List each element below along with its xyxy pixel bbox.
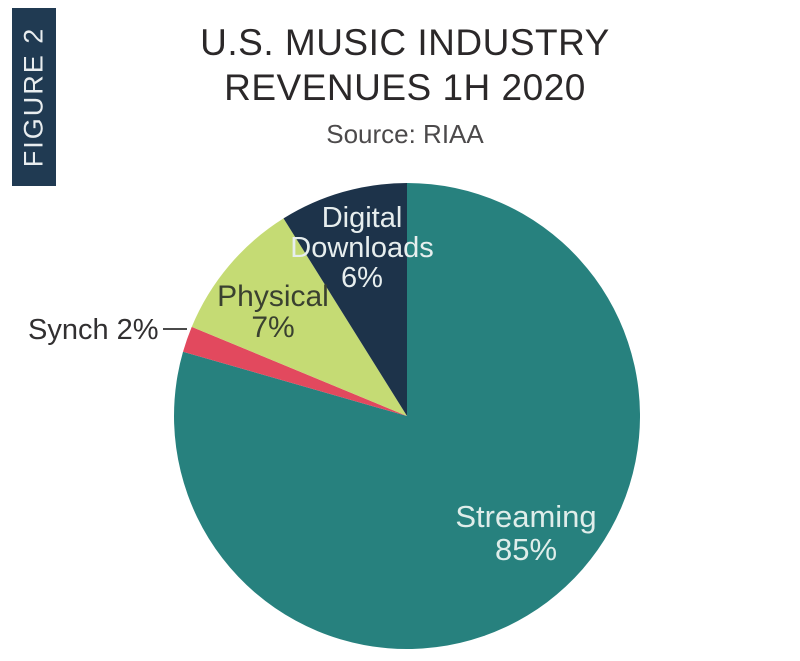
physical-label-text: Physical bbox=[217, 280, 329, 313]
chart-title-line-2: REVENUES 1H 2020 bbox=[224, 67, 586, 108]
streaming-pct: 85% bbox=[494, 532, 558, 567]
chart-title-line-1: U.S. MUSIC INDUSTRY bbox=[200, 22, 610, 63]
chart-source: Source: RIAA bbox=[326, 119, 484, 149]
pie-slice-physical bbox=[191, 218, 407, 416]
synch-slice-label: Synch 2% bbox=[28, 314, 159, 346]
digital-downloads-label-text: Digital Downloads bbox=[290, 202, 434, 264]
streaming-slice-label: Streaming 85% bbox=[426, 500, 626, 566]
pie-slice-streaming bbox=[174, 183, 640, 649]
digital-downloads-slice-label: Digital Downloads 6% bbox=[256, 203, 468, 293]
streaming-label-text: Streaming bbox=[455, 499, 597, 534]
pie-chart bbox=[174, 183, 640, 649]
pie-slice-synch bbox=[183, 326, 407, 416]
figure-badge-label: FIGURE 2 bbox=[18, 26, 49, 168]
physical-pct: 7% bbox=[251, 311, 295, 344]
figure-badge: FIGURE 2 bbox=[12, 8, 56, 186]
synch-label-text: Synch bbox=[28, 314, 109, 346]
synch-callout-line bbox=[163, 328, 187, 330]
physical-slice-label: Physical 7% bbox=[193, 281, 353, 343]
synch-pct: 2% bbox=[116, 314, 159, 346]
digital-downloads-pct: 6% bbox=[341, 262, 383, 294]
pie-slice-digital_downloads bbox=[283, 183, 407, 416]
chart-title: U.S. MUSIC INDUSTRY REVENUES 1H 2020 bbox=[55, 20, 755, 110]
